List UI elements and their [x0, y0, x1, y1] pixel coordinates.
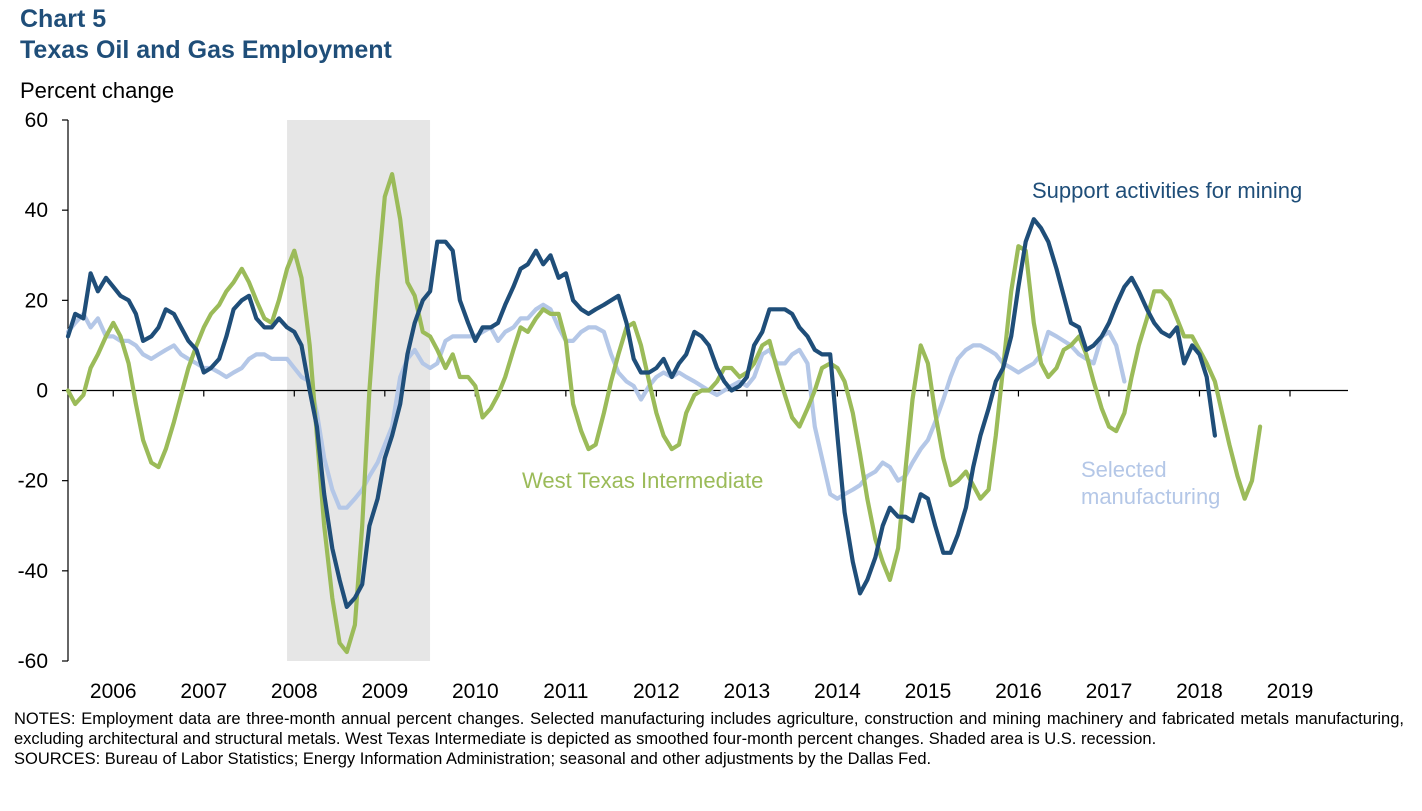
x-tick-label: 2014 — [814, 680, 861, 703]
line-chart: 60 40 20 0 -20 -40 -60 2006 2007 2008 2009 2010 2011… — [18, 109, 1348, 703]
x-tick-label: 2017 — [1086, 680, 1133, 703]
x-tick-label: 2015 — [905, 680, 952, 703]
notes-block: NOTES: Employment data are three-month a… — [14, 709, 1404, 769]
x-tick-label: 2008 — [271, 680, 318, 703]
y-tick-label: -20 — [18, 470, 48, 493]
notes-text: NOTES: Employment data are three-month a… — [14, 710, 1404, 748]
title-block: Chart 5 Texas Oil and Gas Employment — [20, 4, 392, 66]
y-tick-label: -40 — [18, 560, 48, 583]
sources-text: SOURCES: Bureau of Labor Statistics; Ene… — [14, 750, 932, 768]
y-axis-label: Percent change — [20, 78, 175, 103]
y-tick-label: -60 — [18, 650, 48, 673]
annotation-wti: West Texas Intermediate — [522, 468, 763, 493]
chart-title: Texas Oil and Gas Employment — [20, 36, 392, 64]
annotation-selected-manufacturing-2: manufacturing — [1081, 484, 1220, 509]
chart-number: Chart 5 — [20, 5, 107, 33]
x-tick-label: 2018 — [1176, 680, 1223, 703]
series-line-selected-manufacturing — [65, 302, 1127, 510]
x-tick-label: 2016 — [995, 680, 1042, 703]
x-tick-label: 2006 — [90, 680, 137, 703]
x-tick-label: 2010 — [452, 680, 499, 703]
y-tick-label: 0 — [36, 380, 48, 403]
x-tick-label: 2011 — [543, 680, 588, 703]
annotation-selected-manufacturing-1: Selected — [1081, 457, 1167, 482]
x-tick-label: 2019 — [1267, 680, 1314, 703]
y-tick-label: 40 — [25, 199, 48, 222]
x-tick-label: 2009 — [361, 680, 408, 703]
x-tick-label: 2012 — [633, 680, 680, 703]
y-tick-label: 60 — [25, 109, 48, 132]
x-tick-label: 2007 — [180, 680, 227, 703]
x-tick-label: 2013 — [724, 680, 771, 703]
y-tick-label: 20 — [25, 289, 48, 312]
series-line-support-mining — [65, 217, 1217, 609]
annotation-support-mining: Support activities for mining — [1032, 178, 1302, 203]
series-line-wti — [65, 172, 1263, 655]
